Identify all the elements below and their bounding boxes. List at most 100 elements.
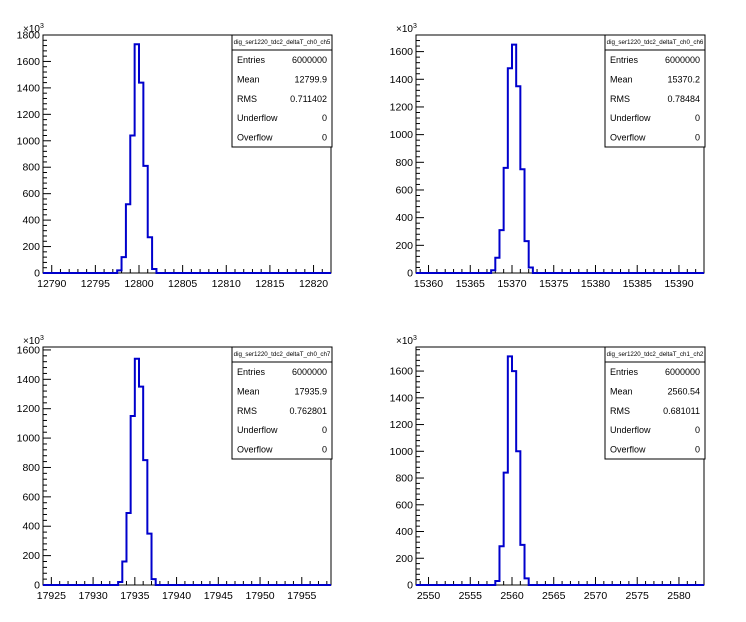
x-tick-label: 2580 (667, 590, 691, 602)
x-tick-label: 17925 (37, 590, 66, 602)
histogram-pad-4: 0 200 400 600 800 1000 1200 1400 1600 2550 2555 256… (390, 335, 706, 602)
stats-box: dig_ser1220_tdc2_deltaT_ch0_ch6 Entries 60… (604, 34, 706, 148)
stats-row-label: Overflow (610, 133, 646, 143)
x-tick-label: 17940 (162, 590, 191, 602)
x-tick-label: 17955 (287, 590, 316, 602)
y-tick-label: 1400 (390, 74, 414, 86)
y-tick-label: 1000 (17, 135, 41, 147)
stats-box: dig_ser1220_tdc2_deltaT_ch0_ch7 Entries 60… (231, 346, 333, 460)
y-tick-label: 1400 (17, 82, 41, 94)
stats-box: dig_ser1220_tdc2_deltaT_ch1_ch2 Entries 60… (604, 346, 706, 460)
y-tick-label: 1600 (17, 56, 41, 68)
y-tick-label: 800 (22, 162, 40, 174)
y-tick-label: 1000 (390, 129, 414, 141)
x-tick-label: 15375 (539, 278, 568, 290)
y-multiplier-exponent: 3 (40, 335, 44, 342)
x-tick-label: 15370 (497, 278, 526, 290)
stats-box-frame (604, 346, 706, 460)
x-tick-label: 2565 (542, 590, 566, 602)
x-tick-label: 12805 (168, 278, 197, 290)
stats-title: dig_ser1220_tdc2_deltaT_ch0_ch6 (607, 39, 704, 46)
y-tick-label: 400 (395, 212, 413, 224)
stats-row-label: Mean (237, 74, 260, 84)
x-tick-label: 12800 (124, 278, 153, 290)
y-tick-label: 1200 (390, 419, 414, 431)
x-tick-label: 12795 (81, 278, 110, 290)
stats-row-label: RMS (237, 406, 257, 416)
stats-box: dig_ser1220_tdc2_deltaT_ch0_ch5 Entries 60… (231, 34, 333, 148)
x-tick-label: 2555 (459, 590, 483, 602)
stats-title: dig_ser1220_tdc2_deltaT_ch1_ch2 (607, 351, 704, 358)
stats-row-value: 17935.9 (294, 386, 327, 396)
x-tick-label: 15365 (456, 278, 485, 290)
x-tick-label: 15390 (664, 278, 693, 290)
histogram-pad-1: 0 200 400 600 800 1000 1200 1400 1600 1800 12790 12… (17, 23, 333, 290)
stats-row-value: 0 (695, 425, 700, 435)
x-tick-label: 15360 (414, 278, 443, 290)
stats-row-label: RMS (610, 406, 630, 416)
x-tick-label: 12815 (255, 278, 284, 290)
histogram-line (43, 43, 331, 274)
y-multiplier-exponent: 3 (40, 23, 44, 30)
y-tick-label: 1200 (390, 101, 414, 113)
stats-row-value: 0 (695, 445, 700, 455)
stats-row-label: Entries (610, 55, 639, 65)
y-multiplier-label: ×103 (396, 23, 417, 35)
stats-row-label: Mean (610, 386, 633, 396)
stats-row-label: RMS (610, 94, 630, 104)
x-tick-label: 15380 (581, 278, 610, 290)
y-tick-label: 1600 (390, 366, 414, 378)
stats-row-value: 6000000 (292, 367, 327, 377)
stats-row-value: 0.711402 (290, 94, 327, 104)
y-tick-label: 1000 (17, 433, 41, 445)
y-tick-label: 1800 (17, 30, 41, 42)
x-tick-label: 12790 (37, 278, 66, 290)
y-tick-label: 1400 (390, 392, 414, 404)
y-multiplier-label: ×103 (396, 335, 417, 347)
y-tick-label: 600 (22, 188, 40, 200)
stats-row-label: Mean (610, 74, 633, 84)
y-tick-label: 1400 (17, 374, 41, 386)
stats-row-label: Underflow (237, 425, 278, 435)
histogram-line (416, 43, 704, 274)
stats-row-label: Underflow (610, 113, 651, 123)
y-tick-label: 1600 (390, 46, 414, 58)
y-tick-label: 0 (407, 268, 413, 280)
stats-row-value: 12799.9 (294, 74, 327, 84)
stats-row-label: Entries (237, 367, 266, 377)
stats-row-value: 6000000 (292, 55, 327, 65)
histogram-pad-3: 0 200 400 600 800 1000 1200 1400 1600 17925 17930 1… (17, 335, 333, 602)
stats-row-label: Entries (610, 367, 639, 377)
x-tick-label: 17950 (245, 590, 274, 602)
y-tick-label: 600 (395, 184, 413, 196)
stats-row-label: Overflow (610, 445, 646, 455)
x-tick-label: 2575 (626, 590, 650, 602)
x-tick-label: 2560 (500, 590, 524, 602)
stats-row-value: 0 (695, 133, 700, 143)
histogram-line (416, 355, 704, 586)
y-multiplier-label: ×103 (23, 335, 44, 347)
y-tick-label: 200 (22, 241, 40, 253)
stats-box-frame (604, 34, 706, 148)
stats-row-value: 0 (322, 133, 327, 143)
stats-row-value: 0 (322, 445, 327, 455)
stats-row-value: 0.762801 (289, 406, 327, 416)
stats-row-label: Underflow (610, 425, 651, 435)
x-tick-label: 12820 (299, 278, 328, 290)
stats-row-value: 6000000 (665, 55, 700, 65)
y-tick-label: 0 (34, 268, 40, 280)
y-tick-label: 200 (395, 240, 413, 252)
stats-row-value: 0 (695, 113, 700, 123)
y-tick-label: 400 (22, 521, 40, 533)
y-tick-label: 1200 (17, 403, 41, 415)
stats-row-label: Overflow (237, 445, 273, 455)
y-tick-label: 400 (395, 526, 413, 538)
stats-row-label: Overflow (237, 133, 273, 143)
y-tick-label: 0 (34, 580, 40, 592)
y-tick-label: 800 (395, 157, 413, 169)
y-tick-label: 600 (22, 491, 40, 503)
stats-row-label: Underflow (237, 113, 278, 123)
stats-row-value: 15370.2 (667, 74, 700, 84)
stats-row-value: 0.78484 (667, 94, 700, 104)
stats-box-frame (231, 34, 333, 148)
